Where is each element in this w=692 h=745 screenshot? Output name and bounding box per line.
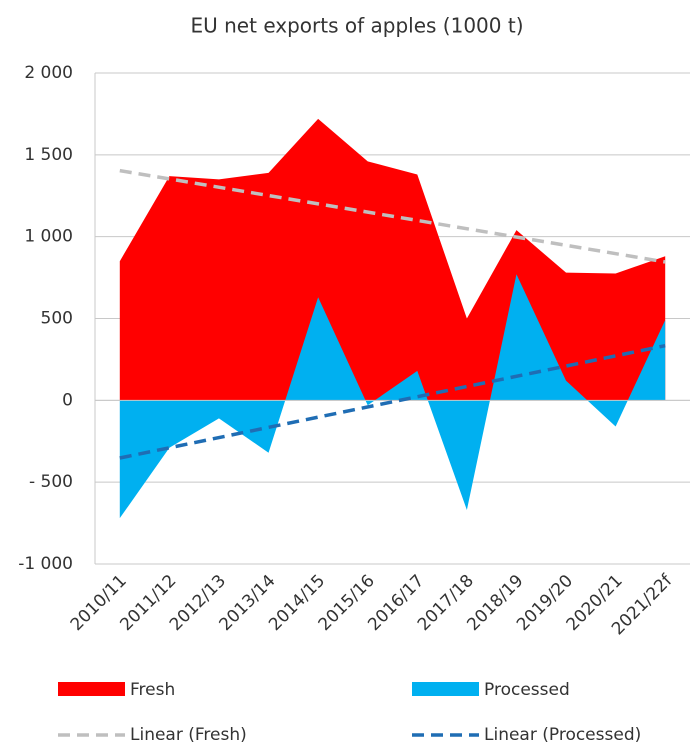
y-tick-label: 2 000 bbox=[24, 63, 73, 83]
legend-swatch bbox=[58, 682, 125, 696]
legend-label: Linear (Fresh) bbox=[130, 725, 247, 745]
area bbox=[119, 274, 666, 519]
y-tick-label: 0 bbox=[62, 390, 73, 410]
y-tick-label: -1 000 bbox=[18, 554, 73, 574]
legend-label: Fresh bbox=[130, 680, 175, 700]
chart-title: EU net exports of apples (1000 t) bbox=[191, 14, 524, 38]
trend-line bbox=[119, 168, 666, 264]
y-tick-label: 1 500 bbox=[24, 145, 73, 165]
legend-label: Processed bbox=[484, 680, 570, 700]
area bbox=[119, 118, 666, 401]
legend-swatch bbox=[412, 682, 479, 696]
legend-label: Linear (Processed) bbox=[484, 725, 641, 745]
trend-line bbox=[119, 343, 666, 460]
y-tick-label: 1 000 bbox=[24, 227, 73, 247]
y-tick-label: - 500 bbox=[29, 472, 73, 492]
y-tick-label: 500 bbox=[41, 309, 73, 329]
